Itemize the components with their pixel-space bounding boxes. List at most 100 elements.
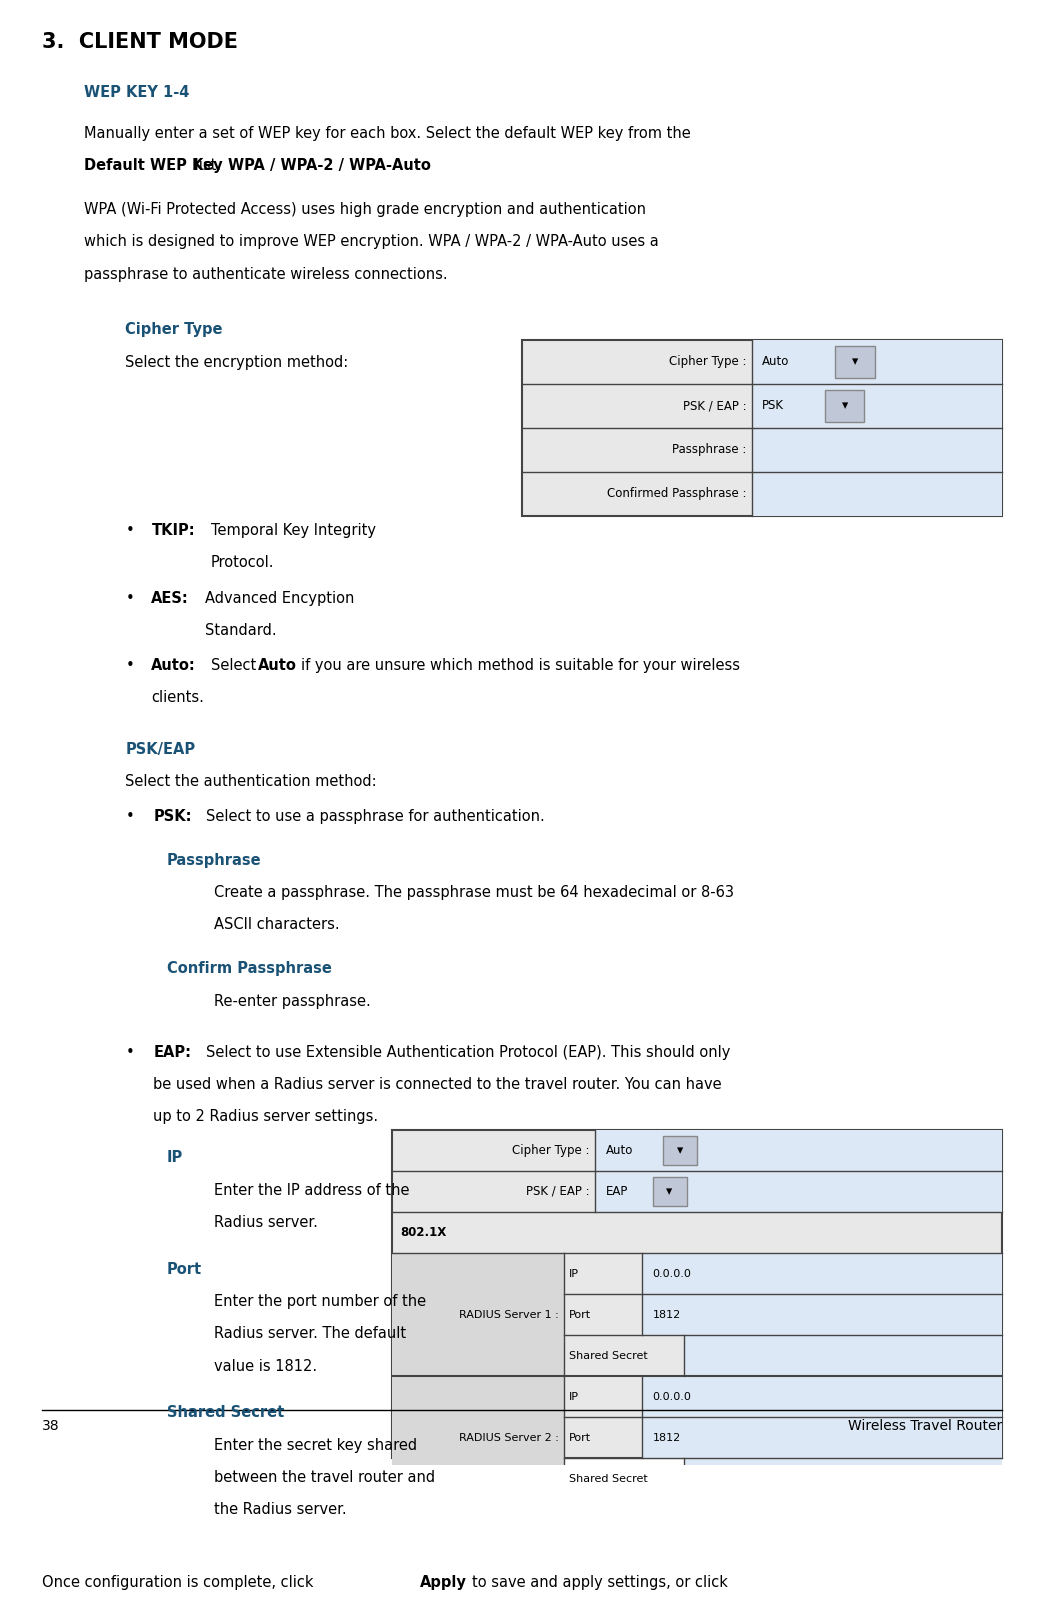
Text: EAP:: EAP: — [153, 1045, 191, 1059]
Bar — [684, 1458, 1002, 1499]
Text: 0.0.0.0: 0.0.0.0 — [652, 1392, 691, 1402]
Text: clients.: clients. — [151, 690, 205, 706]
Text: WEP KEY 1-4: WEP KEY 1-4 — [84, 85, 189, 99]
Text: Auto: Auto — [762, 355, 789, 368]
Bar — [684, 1334, 1002, 1376]
Text: Wireless Travel Router: Wireless Travel Router — [848, 1419, 1002, 1432]
Bar — [522, 339, 1002, 515]
Text: •: • — [125, 590, 134, 605]
Text: Auto: Auto — [606, 1144, 633, 1157]
Text: be used when a Radius server is connected to the travel router. You can have: be used when a Radius server is connecte… — [153, 1077, 722, 1093]
Text: Standard.: Standard. — [205, 622, 277, 638]
Text: •: • — [125, 810, 134, 824]
Text: which is designed to improve WEP encryption. WPA / WPA-2 / WPA-Auto uses a: which is designed to improve WEP encrypt… — [84, 235, 659, 250]
Bar — [752, 339, 1002, 384]
Text: WPA (Wi-Fi Protected Access) uses high grade encryption and authentication: WPA (Wi-Fi Protected Access) uses high g… — [84, 202, 645, 218]
Text: PSK/EAP: PSK/EAP — [125, 741, 195, 757]
Text: Auto:: Auto: — [151, 658, 196, 674]
Text: PSK / EAP :: PSK / EAP : — [683, 400, 746, 413]
Bar — [642, 1376, 1002, 1418]
Bar — [392, 1253, 564, 1376]
Text: Passphrase: Passphrase — [167, 853, 262, 867]
Text: ▾: ▾ — [677, 1144, 683, 1157]
Text: Select to use Extensible Authentication Protocol (EAP). This should only: Select to use Extensible Authentication … — [206, 1045, 730, 1059]
Text: Port: Port — [569, 1309, 591, 1320]
Text: Radius server. The default: Radius server. The default — [214, 1326, 406, 1341]
Bar — [752, 472, 1002, 515]
Text: •: • — [125, 523, 134, 538]
Text: RADIUS Server 2 :: RADIUS Server 2 : — [458, 1432, 559, 1443]
Text: Port: Port — [167, 1262, 203, 1277]
Text: •: • — [125, 1045, 134, 1059]
Text: between the travel router and: between the travel router and — [214, 1470, 435, 1485]
Text: Cipher Type :: Cipher Type : — [513, 1144, 590, 1157]
Text: IP: IP — [569, 1269, 579, 1278]
Text: Manually enter a set of WEP key for each box. Select the default WEP key from th: Manually enter a set of WEP key for each… — [84, 126, 690, 141]
Text: Confirmed Passphrase :: Confirmed Passphrase : — [607, 488, 746, 501]
Text: Apply: Apply — [420, 1576, 467, 1590]
Text: up to 2 Radius server settings.: up to 2 Radius server settings. — [153, 1109, 379, 1125]
Bar — [642, 1294, 1002, 1334]
Text: TKIP:: TKIP: — [151, 523, 195, 538]
Bar — [392, 1376, 564, 1499]
Text: Confirm Passphrase: Confirm Passphrase — [167, 962, 332, 976]
Text: Default WEP Key: Default WEP Key — [84, 158, 222, 173]
Text: EAP: EAP — [606, 1186, 627, 1198]
Text: Cipher Type: Cipher Type — [125, 323, 222, 338]
Text: value is 1812.: value is 1812. — [214, 1358, 317, 1373]
Text: Passphrase :: Passphrase : — [672, 443, 746, 456]
Text: Shared Secret: Shared Secret — [569, 1350, 647, 1360]
Bar — [642, 1253, 1002, 1294]
Text: Create a passphrase. The passphrase must be 64 hexadecimal or 8-63: Create a passphrase. The passphrase must… — [214, 885, 734, 901]
Text: Temporal Key Integrity: Temporal Key Integrity — [211, 523, 376, 538]
Text: ASCII characters.: ASCII characters. — [214, 917, 339, 933]
Text: PSK / EAP :: PSK / EAP : — [526, 1186, 590, 1198]
Text: Protocol.: Protocol. — [211, 555, 275, 571]
Text: AES:: AES: — [151, 590, 189, 605]
Text: ▾: ▾ — [666, 1186, 672, 1198]
Text: ▾: ▾ — [852, 355, 858, 368]
Text: passphrase to authenticate wireless connections.: passphrase to authenticate wireless conn… — [84, 267, 447, 282]
Text: Radius server.: Radius server. — [214, 1214, 317, 1230]
Text: to save and apply settings, or click: to save and apply settings, or click — [472, 1576, 728, 1590]
Text: RADIUS Server 1 :: RADIUS Server 1 : — [458, 1309, 559, 1320]
Text: ▾: ▾ — [841, 400, 848, 413]
Text: the Radius server.: the Radius server. — [214, 1502, 347, 1517]
Text: Cipher Type :: Cipher Type : — [669, 355, 746, 368]
Text: if you are unsure which method is suitable for your wireless: if you are unsure which method is suitab… — [301, 658, 739, 674]
Text: Re-enter passphrase.: Re-enter passphrase. — [214, 994, 371, 1008]
Text: 0.0.0.0: 0.0.0.0 — [652, 1269, 691, 1278]
Text: PSK: PSK — [762, 400, 784, 413]
Bar — [663, 1136, 697, 1165]
Bar — [825, 390, 864, 422]
Bar — [642, 1418, 1002, 1458]
Text: Select to use a passphrase for authentication.: Select to use a passphrase for authentic… — [206, 810, 544, 824]
Text: Enter the port number of the: Enter the port number of the — [214, 1294, 426, 1309]
Text: list.: list. — [190, 158, 221, 173]
Text: 1812: 1812 — [652, 1432, 681, 1443]
Text: 1812: 1812 — [652, 1309, 681, 1320]
Text: IP: IP — [569, 1392, 579, 1402]
Bar — [752, 427, 1002, 472]
Text: Select the encryption method:: Select the encryption method: — [125, 355, 349, 370]
Text: 38: 38 — [42, 1419, 60, 1432]
Text: 802.1X: 802.1X — [400, 1226, 446, 1238]
Text: Enter the secret key shared: Enter the secret key shared — [214, 1438, 418, 1453]
Text: Select the authentication method:: Select the authentication method: — [125, 774, 377, 789]
Bar — [652, 1176, 687, 1206]
Text: Shared Secret: Shared Secret — [167, 1405, 284, 1421]
Text: Enter the IP address of the: Enter the IP address of the — [214, 1182, 409, 1198]
Text: Once configuration is complete, click: Once configuration is complete, click — [42, 1576, 313, 1590]
Text: Select: Select — [211, 658, 256, 674]
Bar — [595, 1171, 1002, 1211]
Text: PSK:: PSK: — [153, 810, 192, 824]
Text: IP: IP — [167, 1150, 184, 1165]
Text: WPA / WPA-2 / WPA-Auto: WPA / WPA-2 / WPA-Auto — [228, 158, 430, 173]
Text: •: • — [125, 658, 134, 674]
Text: Port: Port — [569, 1432, 591, 1443]
Bar — [595, 1130, 1002, 1171]
Bar — [752, 384, 1002, 427]
Text: Advanced Encyption: Advanced Encyption — [205, 590, 354, 605]
Bar — [835, 346, 875, 378]
Text: 3.  CLIENT MODE: 3. CLIENT MODE — [42, 32, 238, 53]
